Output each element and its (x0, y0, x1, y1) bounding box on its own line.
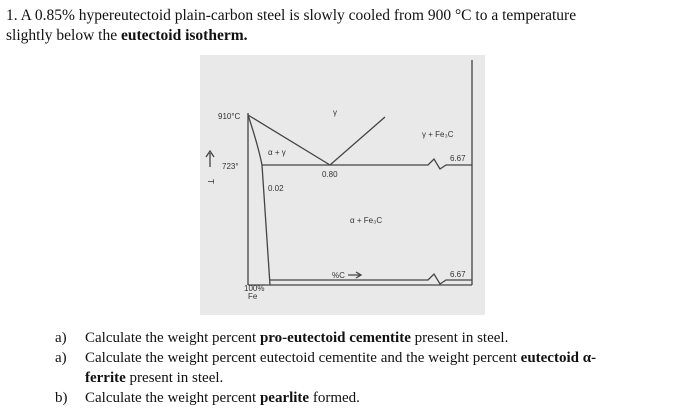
item: a) Calculate the weight percent pro-eutec… (55, 328, 596, 348)
text: present in steel. (125, 370, 224, 386)
phase-diagram: 910°C 723° T 0.02 α + γ γ 0.80 γ + Fe₃C … (200, 55, 485, 315)
question-text: slightly below the (6, 27, 118, 44)
question-text: A 0.85% hypereutectoid plain-carbon stee… (20, 7, 577, 24)
diagram-lines (205, 60, 473, 286)
question-line: 1. A 0.85% hypereutectoid plain-carbon s… (6, 6, 576, 26)
label: 100% (244, 284, 264, 293)
label: 0.02 (268, 184, 284, 193)
item-text: Calculate the weight percent eutectoid c… (85, 348, 596, 388)
item-text: Calculate the weight percent pro-eutecto… (85, 328, 508, 348)
label: α + γ (268, 148, 286, 157)
item-label: b) (55, 390, 68, 406)
label: %C (332, 271, 345, 280)
label: α + Fe₃C (350, 216, 382, 225)
item: b) Calculate the weight percent pearlite … (55, 388, 596, 408)
text: Calculate the weight percent (85, 330, 260, 346)
bold-text: ferrite (85, 370, 126, 386)
bold-text: pro-eutectoid cementite (259, 330, 411, 346)
item-text: Calculate the weight percent pearlite fo… (85, 388, 360, 408)
question-line: slightly below the eutectoid isotherm. (6, 26, 576, 46)
question-bold: eutectoid isotherm. (120, 27, 248, 44)
text: present in steel. (410, 330, 509, 346)
label: 0.80 (322, 170, 338, 179)
label: 910°C (218, 112, 241, 121)
text: formed. (309, 390, 360, 406)
text: Calculate the weight percent (85, 390, 260, 406)
item: a) Calculate the weight percent eutectoid… (55, 348, 596, 388)
label: Fe (248, 292, 258, 301)
question: 1. A 0.85% hypereutectoid plain-carbon s… (6, 6, 576, 46)
item-label: a) (55, 350, 67, 366)
label: γ (333, 108, 337, 117)
label: 723° (222, 162, 239, 171)
item-label: a) (55, 330, 67, 346)
question-number: 1. (6, 7, 18, 24)
label: 6.67 (450, 154, 466, 163)
label: T (206, 179, 215, 184)
label: 6.67 (450, 270, 466, 279)
bold-text: eutectoid α- (520, 350, 597, 366)
text: Calculate the weight percent eutectoid c… (85, 350, 521, 366)
bold-text: pearlite (259, 390, 310, 406)
items: a) Calculate the weight percent pro-eutec… (55, 328, 596, 408)
label: γ + Fe₃C (422, 130, 454, 139)
